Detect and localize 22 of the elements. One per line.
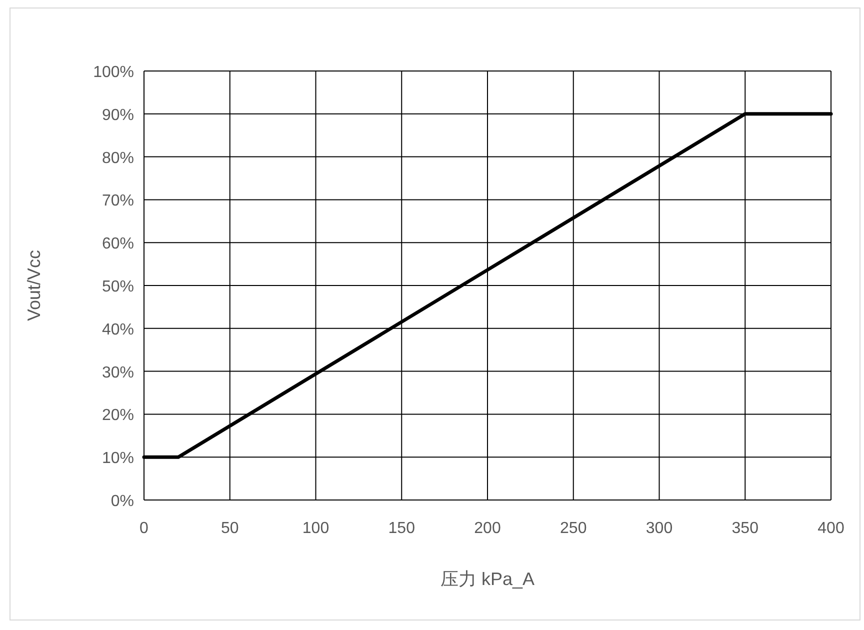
y-tick-label: 10% — [102, 450, 134, 468]
x-tick-label: 150 — [388, 520, 416, 537]
y-tick-label: 40% — [102, 321, 134, 338]
y-tick-label: 70% — [102, 192, 134, 210]
y-tick-label: 50% — [102, 278, 134, 296]
y-tick-label: 20% — [102, 407, 134, 424]
x-tick-label: 350 — [732, 520, 759, 537]
x-tick-label: 100 — [302, 520, 330, 537]
y-tick-label: 80% — [102, 150, 134, 167]
x-axis-title: 压力 kPa_A — [440, 569, 535, 589]
y-tick-label: 60% — [102, 236, 134, 253]
y-tick-label: 90% — [102, 106, 134, 124]
x-tick-label: 200 — [474, 520, 501, 537]
x-tick-label: 50 — [220, 520, 239, 537]
x-tick-label: 400 — [818, 520, 844, 537]
y-tick-label: 100% — [93, 64, 134, 81]
y-tick-label: 30% — [102, 364, 134, 382]
x-tick-label: 0 — [140, 520, 149, 537]
x-tick-label: 300 — [646, 520, 673, 537]
x-tick-label: 250 — [560, 520, 587, 537]
y-tick-label: 0% — [110, 493, 134, 510]
y-axis-title: Vout/Vcc — [24, 250, 44, 322]
